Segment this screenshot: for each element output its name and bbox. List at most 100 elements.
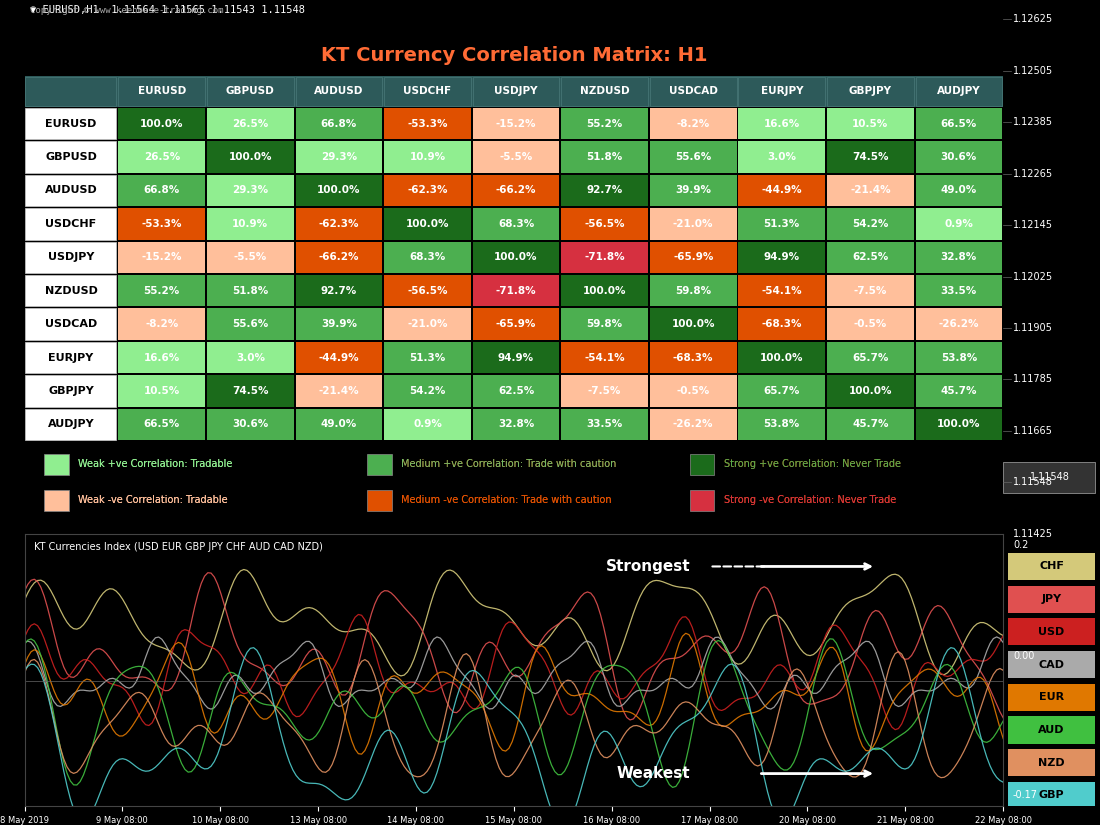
Text: AUDUSD: AUDUSD	[45, 186, 98, 196]
Text: 49.0%: 49.0%	[321, 419, 358, 430]
FancyBboxPatch shape	[384, 408, 471, 440]
Text: -7.5%: -7.5%	[854, 285, 887, 295]
Text: 92.7%: 92.7%	[586, 186, 623, 196]
FancyBboxPatch shape	[1008, 586, 1096, 613]
FancyBboxPatch shape	[384, 375, 471, 407]
Text: 49.0%: 49.0%	[940, 186, 977, 196]
Text: -68.3%: -68.3%	[761, 319, 802, 329]
Text: 100.0%: 100.0%	[671, 319, 715, 329]
Text: Medium +ve Correlation: Trade with caution: Medium +ve Correlation: Trade with cauti…	[402, 460, 617, 469]
Text: -15.2%: -15.2%	[142, 252, 182, 262]
FancyBboxPatch shape	[1008, 618, 1096, 645]
Text: USDCHF: USDCHF	[404, 87, 451, 97]
FancyBboxPatch shape	[915, 175, 1002, 206]
Text: Medium -ve Correlation: Trade with caution: Medium -ve Correlation: Trade with cauti…	[402, 495, 612, 506]
Text: Weak +ve Correlation: Tradable: Weak +ve Correlation: Tradable	[78, 460, 233, 469]
Text: 100.0%: 100.0%	[760, 352, 803, 362]
Text: 68.3%: 68.3%	[498, 219, 535, 229]
FancyBboxPatch shape	[738, 342, 825, 373]
Text: -7.5%: -7.5%	[587, 386, 621, 396]
Text: KT Currencies Index (USD EUR GBP JPY CHF AUD CAD NZD): KT Currencies Index (USD EUR GBP JPY CHF…	[34, 542, 323, 552]
Text: GBPUSD: GBPUSD	[45, 152, 97, 162]
FancyBboxPatch shape	[384, 275, 471, 306]
Text: 65.7%: 65.7%	[852, 352, 889, 362]
FancyBboxPatch shape	[25, 141, 117, 172]
Text: 100.0%: 100.0%	[317, 186, 361, 196]
Text: USDJPY: USDJPY	[47, 252, 95, 262]
FancyBboxPatch shape	[1008, 716, 1096, 743]
Text: -71.8%: -71.8%	[496, 285, 537, 295]
Text: -0.5%: -0.5%	[854, 319, 887, 329]
FancyBboxPatch shape	[296, 242, 382, 273]
Text: 59.8%: 59.8%	[586, 319, 623, 329]
FancyBboxPatch shape	[25, 275, 117, 306]
Text: 53.8%: 53.8%	[940, 352, 977, 362]
FancyBboxPatch shape	[296, 175, 382, 206]
FancyBboxPatch shape	[119, 408, 205, 440]
Text: USDJPY: USDJPY	[494, 87, 538, 97]
Text: 1.11785: 1.11785	[1013, 375, 1053, 384]
FancyBboxPatch shape	[473, 208, 560, 239]
FancyBboxPatch shape	[738, 77, 825, 106]
Text: 54.2%: 54.2%	[852, 219, 889, 229]
FancyBboxPatch shape	[827, 77, 914, 106]
FancyBboxPatch shape	[561, 342, 648, 373]
Text: -21.0%: -21.0%	[407, 319, 448, 329]
Text: Copyright © www.keenbase-trading.com: Copyright © www.keenbase-trading.com	[30, 6, 223, 15]
FancyBboxPatch shape	[650, 375, 737, 407]
FancyBboxPatch shape	[1008, 553, 1096, 580]
Text: -5.5%: -5.5%	[233, 252, 267, 262]
Text: GBP: GBP	[1038, 790, 1065, 800]
FancyBboxPatch shape	[827, 242, 914, 273]
FancyBboxPatch shape	[384, 342, 471, 373]
Text: 30.6%: 30.6%	[232, 419, 268, 430]
Text: CHF: CHF	[1040, 562, 1064, 572]
FancyBboxPatch shape	[119, 77, 205, 106]
FancyBboxPatch shape	[650, 242, 737, 273]
FancyBboxPatch shape	[25, 108, 117, 139]
FancyBboxPatch shape	[827, 375, 914, 407]
Text: USD: USD	[1038, 627, 1065, 637]
FancyBboxPatch shape	[207, 275, 294, 306]
Text: 66.8%: 66.8%	[321, 119, 358, 129]
Text: 51.8%: 51.8%	[232, 285, 268, 295]
Text: AUDUSD: AUDUSD	[315, 87, 364, 97]
FancyBboxPatch shape	[827, 175, 914, 206]
FancyBboxPatch shape	[473, 375, 560, 407]
FancyBboxPatch shape	[296, 208, 382, 239]
Text: 1.12385: 1.12385	[1013, 117, 1053, 127]
FancyBboxPatch shape	[473, 141, 560, 172]
FancyBboxPatch shape	[738, 275, 825, 306]
Text: 30.6%: 30.6%	[940, 152, 977, 162]
FancyBboxPatch shape	[296, 342, 382, 373]
Text: 3.0%: 3.0%	[235, 352, 265, 362]
Text: -65.9%: -65.9%	[673, 252, 714, 262]
Text: -5.5%: -5.5%	[499, 152, 532, 162]
Text: 1.11425: 1.11425	[1013, 529, 1053, 539]
Text: 66.5%: 66.5%	[144, 419, 180, 430]
FancyBboxPatch shape	[384, 242, 471, 273]
Text: -62.3%: -62.3%	[319, 219, 360, 229]
FancyBboxPatch shape	[561, 208, 648, 239]
Text: 100.0%: 100.0%	[494, 252, 538, 262]
FancyBboxPatch shape	[690, 490, 715, 511]
Text: 68.3%: 68.3%	[409, 252, 446, 262]
Text: EURJPY: EURJPY	[48, 352, 94, 362]
FancyBboxPatch shape	[561, 408, 648, 440]
FancyBboxPatch shape	[561, 242, 648, 273]
FancyBboxPatch shape	[561, 309, 648, 340]
FancyBboxPatch shape	[25, 309, 117, 340]
Text: NZDUSD: NZDUSD	[580, 87, 629, 97]
Text: ▼ EURUSD,H1  1.11564 1.11565 1.11543 1.11548: ▼ EURUSD,H1 1.11564 1.11565 1.11543 1.11…	[30, 5, 305, 15]
Text: -21.4%: -21.4%	[850, 186, 891, 196]
FancyBboxPatch shape	[827, 208, 914, 239]
Text: Strong -ve Correlation: Never Trade: Strong -ve Correlation: Never Trade	[724, 495, 896, 506]
Text: -56.5%: -56.5%	[407, 285, 448, 295]
Text: 0.00: 0.00	[1013, 652, 1034, 662]
Text: 0.9%: 0.9%	[412, 419, 442, 430]
Text: 16.6%: 16.6%	[144, 352, 180, 362]
Text: -66.2%: -66.2%	[496, 186, 537, 196]
FancyBboxPatch shape	[738, 242, 825, 273]
Text: 55.2%: 55.2%	[144, 285, 180, 295]
Text: GBPUSD: GBPUSD	[226, 87, 275, 97]
